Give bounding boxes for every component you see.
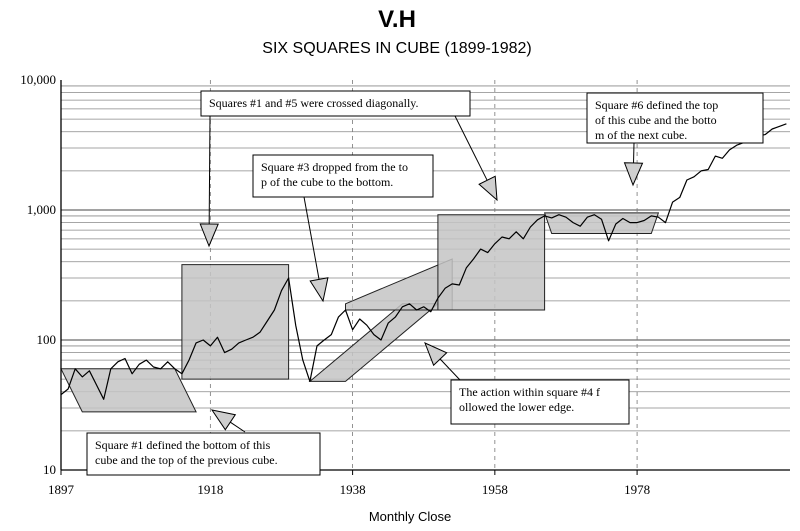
tick-labels: 1897 1918 1938 1958 1978 10 100 1,000 10,000 — [20, 72, 650, 497]
callout-arrow — [454, 115, 498, 202]
y-tick-label: 100 — [37, 332, 57, 347]
arrow-head — [478, 175, 498, 202]
series-line-group — [60, 123, 787, 400]
annotation-line: p of the cube to the bottom. — [261, 175, 393, 189]
arrow-head — [210, 409, 237, 431]
annotation-text: Square #1 defined the bottom of this cube… — [95, 438, 278, 467]
y-tick-label: 10,000 — [20, 72, 56, 87]
y-tick-label: 10 — [43, 462, 56, 477]
callout-arrow — [199, 115, 219, 248]
annotation-text: Squares #1 and #5 were crossed diagonall… — [209, 96, 419, 110]
arrow-shaft — [439, 358, 461, 381]
x-axis-label: Monthly Close — [369, 509, 451, 524]
annotation-box — [586, 92, 764, 144]
annotation-line: of this cube and the botto — [595, 113, 717, 127]
x-tick-label: 1938 — [340, 482, 366, 497]
arrow-head — [309, 277, 329, 303]
square-1 — [60, 368, 197, 413]
annotation-box — [86, 432, 321, 476]
square-3 — [308, 303, 440, 382]
annotations: Squares #1 and #5 were crossed diagonall… — [86, 90, 764, 476]
callout-arrow — [623, 142, 644, 187]
annotation-line: m of the next cube. — [595, 128, 687, 142]
annotation-line: ollowed the lower edge. — [459, 400, 574, 414]
annotation-box — [252, 154, 434, 198]
x-tick-label: 1897 — [48, 482, 75, 497]
annotation-line: Square #3 dropped from the to — [261, 160, 408, 174]
square-6 — [543, 212, 660, 234]
annotation-text: The action within square #4 f ollowed the… — [459, 385, 600, 414]
square-2 — [181, 264, 290, 380]
arrow-shaft — [208, 115, 211, 225]
y-tick-label: 1,000 — [27, 202, 56, 217]
arrow-head — [424, 342, 448, 367]
chart-subtitle: SIX SQUARES IN CUBE (1899-1982) — [262, 40, 531, 57]
annotation-box — [200, 90, 471, 117]
callout-arrow — [424, 342, 461, 381]
annotation-text: Square #6 defined the top of this cube an… — [595, 98, 718, 142]
x-tick-label: 1958 — [482, 482, 508, 497]
arrow-head — [623, 162, 644, 187]
square-5 — [437, 214, 546, 311]
x-tick-label: 1918 — [197, 482, 223, 497]
arrow-shaft — [230, 421, 246, 433]
arrow-head — [199, 223, 219, 248]
annotation-text: Square #3 dropped from the to p of the cu… — [261, 160, 408, 189]
series-line-0 — [60, 123, 787, 400]
callout-arrow — [210, 409, 246, 433]
arrow-shaft — [454, 115, 488, 181]
annotation-line: Squares #1 and #5 were crossed diagonall… — [209, 96, 419, 110]
x-tick-label: 1978 — [624, 482, 650, 497]
annotation-line: The action within square #4 f — [459, 385, 600, 399]
annotation-line: Square #6 defined the top — [595, 98, 718, 112]
annotation-line: Square #1 defined the bottom of this — [95, 438, 271, 452]
annotation-line: cube and the top of the previous cube. — [95, 453, 278, 467]
chart-title: V.H — [378, 6, 416, 33]
annotation-box — [450, 379, 630, 425]
squares — [60, 212, 660, 413]
